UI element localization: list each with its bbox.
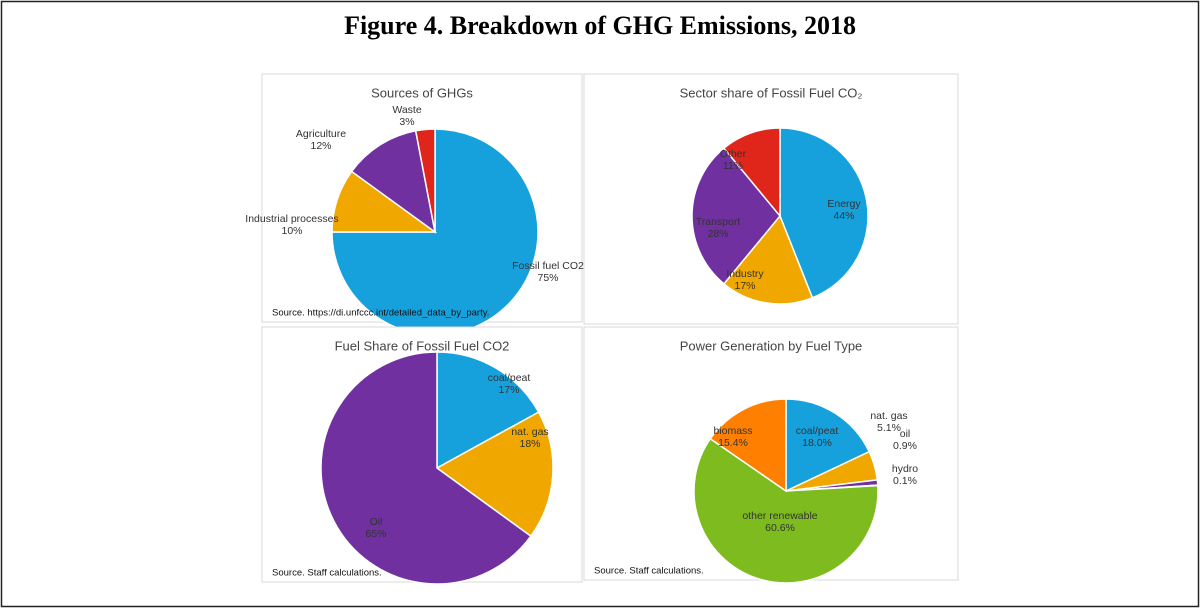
panel-title: Sources of GHGs	[371, 85, 473, 100]
slice-value-label: 5.1%	[877, 422, 901, 434]
slice-label: biomass	[713, 425, 752, 437]
pie-slice	[350, 129, 437, 234]
slice-value-label: 65%	[365, 528, 386, 540]
panel-title: Power Generation by Fuel Type	[680, 338, 863, 353]
slice-value-label: 11%	[723, 160, 743, 172]
slice-label: Energy	[827, 198, 861, 210]
slice-label: hydro	[892, 463, 918, 475]
pie-slice	[436, 351, 540, 470]
pie-slice	[722, 127, 781, 219]
slice-label: coal/peat	[488, 372, 531, 384]
pie-slice	[435, 411, 554, 538]
pie-slice	[320, 351, 532, 585]
slice-label: Other	[720, 148, 747, 160]
panel-title: Sector share of Fossil Fuel CO₂	[680, 85, 863, 100]
slice-value-label: 0.9%	[893, 440, 917, 452]
slice-value-label: 0.1%	[893, 475, 917, 487]
pie-slice	[709, 398, 787, 493]
slice-value-label: 44%	[833, 210, 854, 222]
slice-value-label: 28%	[707, 228, 728, 240]
slice-label: coal/peat	[796, 425, 839, 437]
source-note: Source. Staff calculations.	[594, 566, 704, 577]
slice-value-label: 18%	[519, 438, 540, 450]
slice-value-label: 75%	[537, 272, 558, 284]
slice-label: nat. gas	[511, 426, 548, 438]
slice-label: Agriculture	[296, 128, 346, 140]
slice-value-label: 18.0%	[802, 437, 832, 449]
panel-title: Fuel Share of Fossil Fuel CO2	[335, 338, 510, 353]
source-note: Source. https://di.unfccc.int/detailed_d…	[272, 308, 489, 319]
slice-value-label: 15.4%	[718, 437, 748, 449]
slice-label: Industrial processes	[245, 213, 338, 225]
pie-slice	[785, 398, 871, 493]
slice-value-label: 17%	[498, 384, 519, 396]
pie-slice	[779, 127, 869, 299]
source-note: Source. Staff calculations.	[272, 568, 382, 579]
slice-label: Transport	[696, 216, 741, 228]
slice-value-label: 12%	[310, 140, 331, 152]
slice-label: other renewable	[742, 510, 817, 522]
slice-value-label: 60.6%	[765, 522, 795, 534]
pie-slice	[331, 128, 539, 336]
slice-value-label: 10%	[281, 225, 302, 237]
slice-label: Waste	[392, 104, 422, 116]
slice-value-label: 3%	[399, 116, 414, 128]
pie-slice	[691, 147, 781, 285]
slice-value-label: 17%	[734, 280, 755, 292]
slice-label: nat. gas	[870, 410, 907, 422]
slice-label: Oil	[370, 516, 383, 528]
pie-slice	[414, 128, 436, 233]
slice-label: oil	[900, 428, 911, 440]
pie-slice	[693, 437, 879, 584]
figure-title: Figure 4. Breakdown of GHG Emissions, 20…	[344, 11, 856, 40]
slice-label: Industry	[726, 268, 764, 280]
pie-slice	[722, 214, 814, 305]
slice-label: Fossil fuel CO2	[512, 260, 584, 272]
